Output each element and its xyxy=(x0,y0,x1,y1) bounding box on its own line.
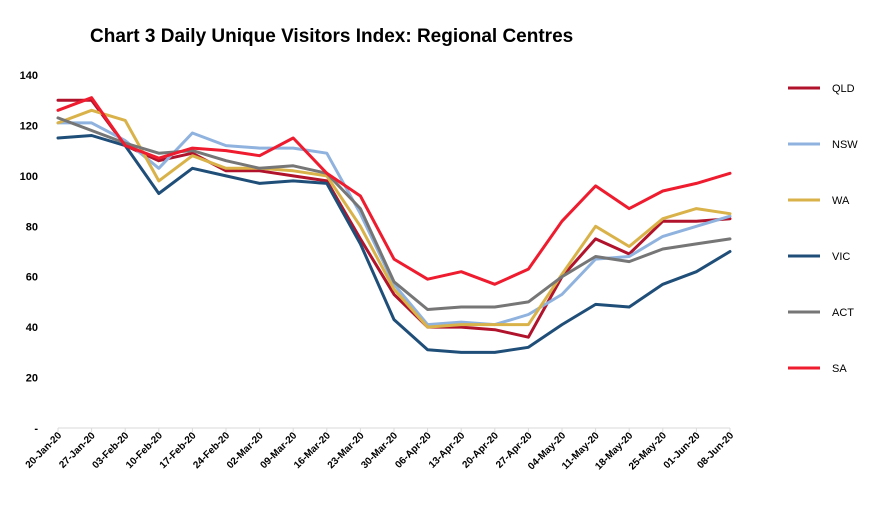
legend-label-sa: SA xyxy=(832,363,847,375)
legend-label-vic: VIC xyxy=(832,251,850,263)
legend-label-wa: WA xyxy=(832,195,850,207)
legend-label-nsw: NSW xyxy=(832,139,858,151)
x-tick-label: 08-Jun-20 xyxy=(695,430,736,471)
y-tick-label: 120 xyxy=(20,120,38,132)
series-line-nsw xyxy=(56,121,732,327)
y-tick-label: 20 xyxy=(26,373,38,385)
series-line-qld xyxy=(56,98,732,339)
y-tick-label: 140 xyxy=(20,70,38,82)
series-line-wa xyxy=(56,108,732,329)
series-line-vic xyxy=(56,134,732,354)
y-tick-label: 60 xyxy=(26,272,38,284)
legend-label-act: ACT xyxy=(832,307,854,319)
y-tick-label: - xyxy=(34,423,38,435)
chart-title: Chart 3 Daily Unique Visitors Index: Reg… xyxy=(90,26,574,47)
y-tick-label: 40 xyxy=(26,322,38,334)
series-line-sa xyxy=(56,96,732,286)
y-tick-label: 100 xyxy=(20,171,38,183)
y-tick-label: 80 xyxy=(26,221,38,233)
legend-label-qld: QLD xyxy=(832,83,855,95)
series-line-act xyxy=(56,116,732,311)
